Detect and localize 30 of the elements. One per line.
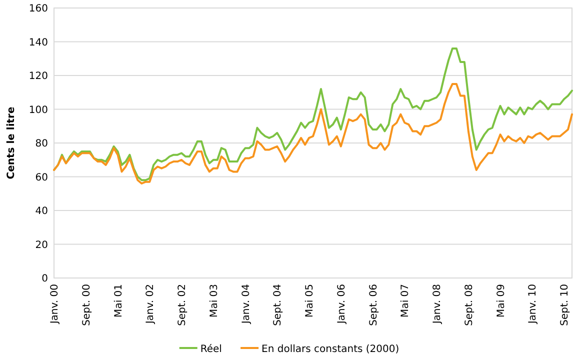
y-tick-label: 60 xyxy=(35,172,48,184)
y-tick-label: 140 xyxy=(28,37,48,48)
x-tick-label: Sept. 06 xyxy=(368,284,380,326)
x-tick-label: Mai 03 xyxy=(208,284,220,318)
x-tick-label: Sept. 04 xyxy=(272,284,284,326)
y-tick-label: 100 xyxy=(28,104,48,116)
x-tick-label: Mai 09 xyxy=(496,284,507,318)
x-tick-label: Mai 05 xyxy=(304,284,316,318)
x-tick-label: Mai 07 xyxy=(400,284,412,318)
x-tick-label: Janv. 08 xyxy=(432,284,444,325)
x-tick-label: Janv. 04 xyxy=(240,284,252,325)
legend-label: En dollars constants (2000) xyxy=(262,344,400,355)
y-tick-label: 0 xyxy=(42,274,48,284)
x-tick-label: Janv. 10 xyxy=(528,284,539,325)
x-tick-label: Janv. 06 xyxy=(336,284,348,325)
x-tick-label: Sept. 08 xyxy=(464,284,475,326)
x-tick-label: Sept. 10 xyxy=(560,284,571,326)
x-tick-label: Sept. 02 xyxy=(177,284,188,326)
y-tick-label: 120 xyxy=(28,71,48,82)
y-tick-label: 160 xyxy=(28,4,48,14)
y-tick-label: 80 xyxy=(35,138,48,150)
y-tick-label: 40 xyxy=(35,206,48,217)
x-tick-label: Janv. 00 xyxy=(50,284,60,325)
x-tick-label: Janv. 02 xyxy=(145,284,156,325)
legend-label: Réel xyxy=(200,344,222,355)
y-axis-title: Cents le litre xyxy=(6,106,17,180)
y-tick-label: 20 xyxy=(35,240,48,251)
x-tick-label: Sept. 00 xyxy=(81,284,92,326)
line-series xyxy=(53,82,573,184)
x-tick-label: Mai 01 xyxy=(113,284,124,318)
